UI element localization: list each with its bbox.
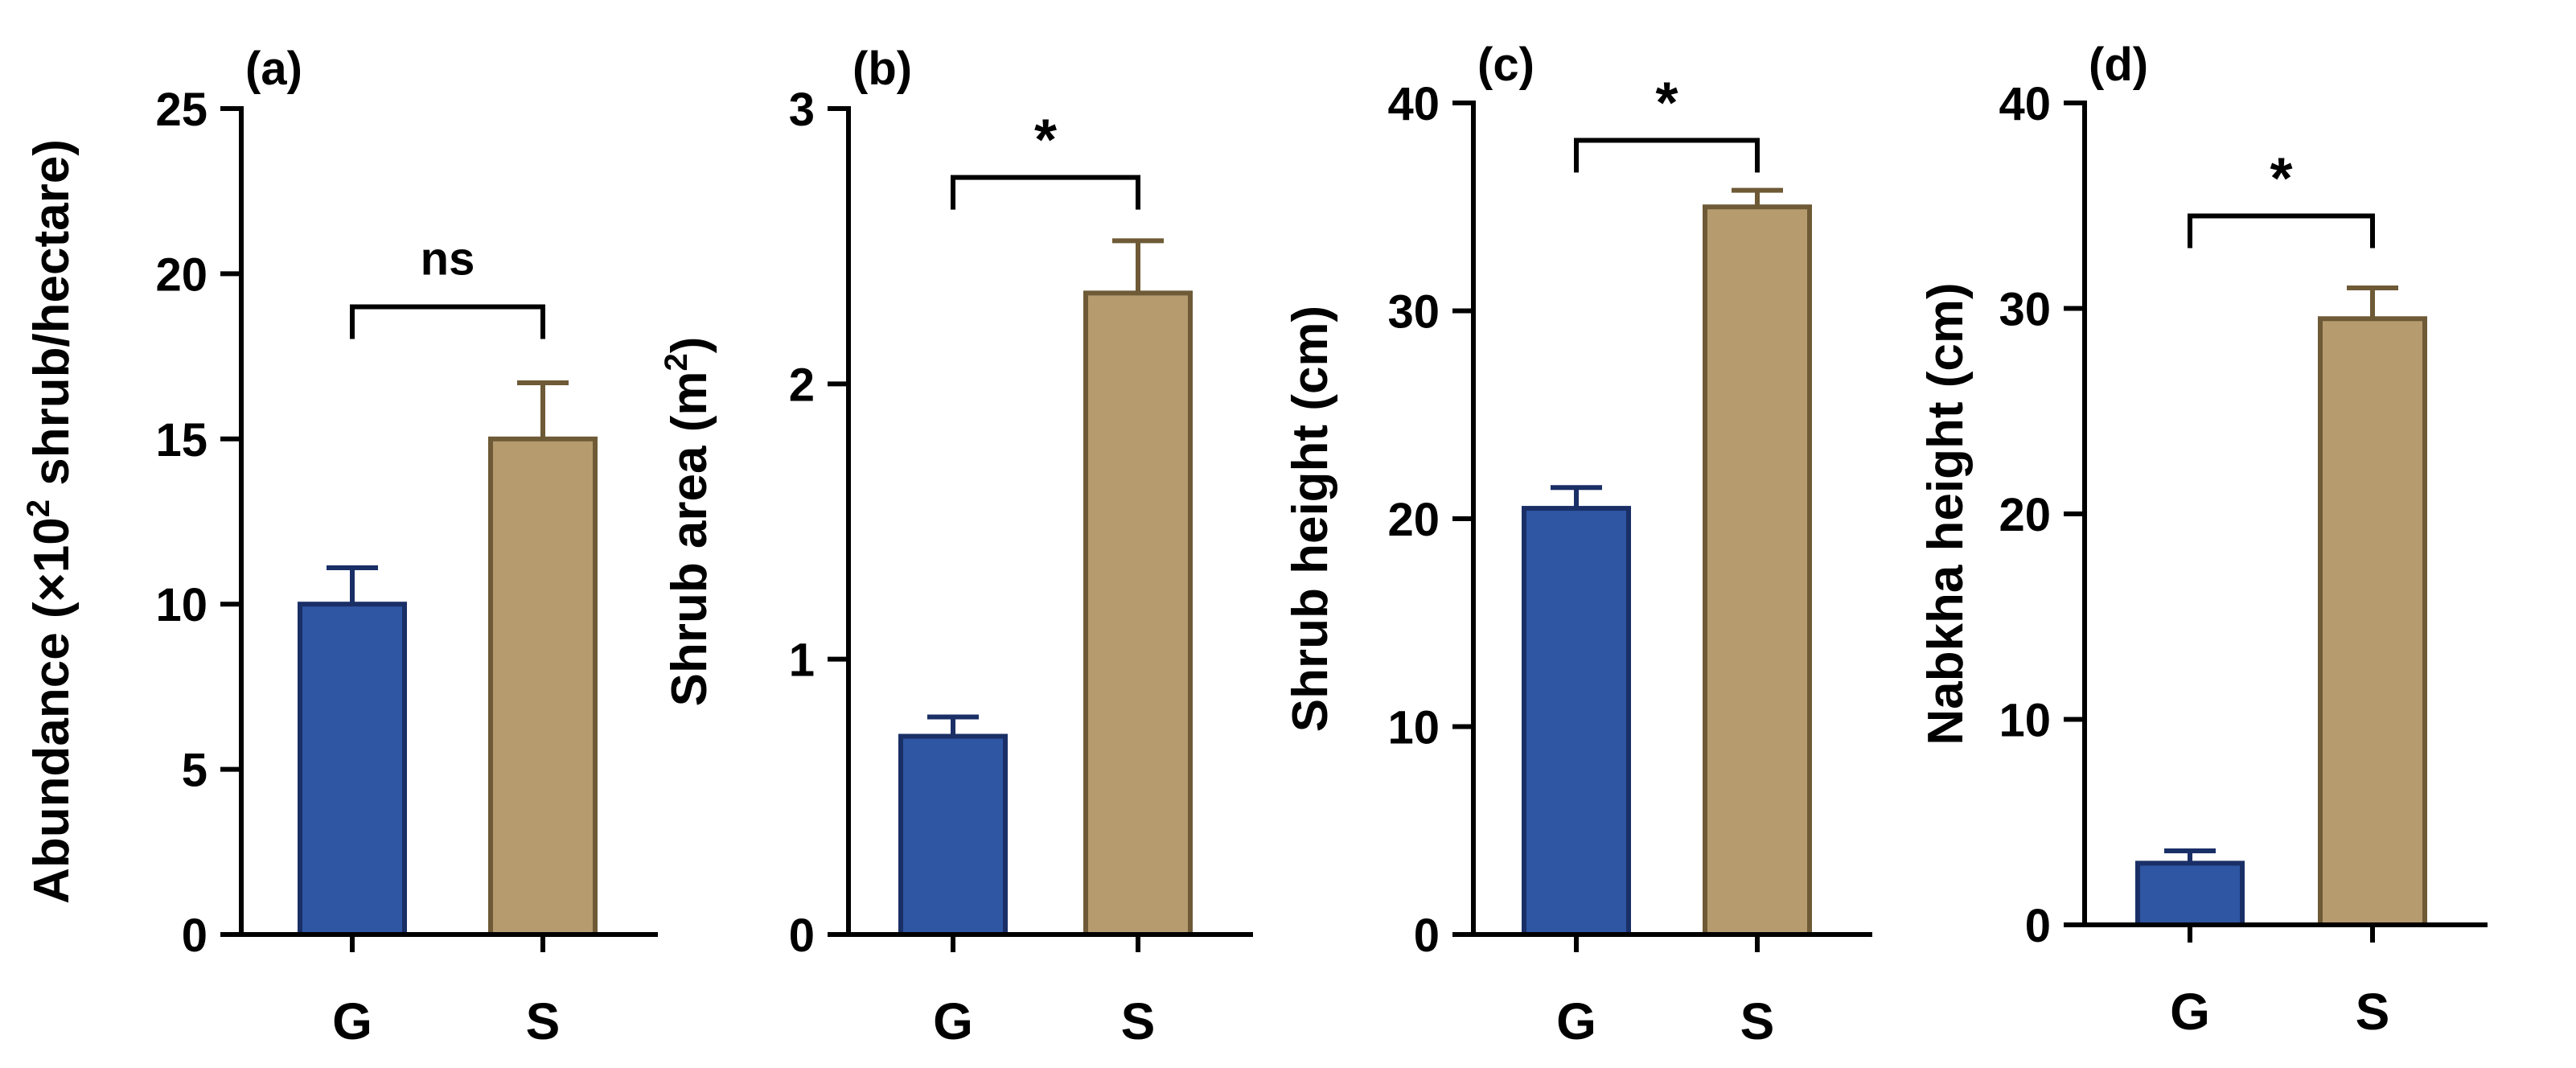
y-tick-label: 30 — [1999, 284, 2051, 336]
y-tick-label: 2 — [789, 359, 815, 411]
y-tick-label: 25 — [155, 84, 207, 136]
y-tick-label: 20 — [1999, 489, 2051, 541]
y-tick-label: 0 — [182, 910, 207, 962]
panel-label: (a) — [245, 43, 302, 95]
y-tick-label: 20 — [155, 249, 207, 301]
x-tick-label-S: S — [1740, 992, 1775, 1050]
panel-4: G S 0 10 20 30 40 Nabkha height (cm) (d) * — [1918, 39, 2488, 1041]
x-tick-label-G: G — [332, 992, 372, 1050]
y-axis-label: Abundance (×102 shrub/hectare) — [21, 139, 80, 904]
y-tick-label: 3 — [789, 84, 815, 136]
y-tick-label: 5 — [182, 745, 207, 797]
panel-label: (b) — [853, 43, 912, 95]
x-tick-label-G: G — [2170, 983, 2210, 1041]
bar-S — [488, 436, 598, 937]
bar-S — [1083, 290, 1193, 937]
y-tick-label: 10 — [1387, 702, 1440, 754]
significance-label: ns — [421, 232, 475, 285]
panel-2: G S 0 1 2 3 Shrub area (m2) (b) * — [659, 43, 1253, 1050]
significance-bracket — [951, 175, 1140, 210]
significance-bracket — [350, 304, 545, 339]
y-tick-label: 0 — [2025, 900, 2051, 952]
y-tick-label: 20 — [1387, 494, 1440, 546]
y-tick-label: 30 — [1387, 286, 1440, 339]
y-axis-label: Shrub area (m2) — [659, 337, 717, 707]
y-tick-label: 1 — [789, 635, 815, 687]
x-tick-label-S: S — [1121, 992, 1156, 1050]
panel-1: G S 0 5 10 15 20 25 Abundance (×102 shrub/hectar… — [21, 43, 658, 1050]
x-tick-label-S: S — [2356, 983, 2390, 1041]
y-tick-label: 0 — [789, 910, 815, 962]
y-tick-label: 40 — [1999, 78, 2051, 130]
bar-G — [2135, 861, 2245, 927]
y-tick-label: 10 — [1999, 695, 2051, 747]
bar-G — [898, 733, 1008, 938]
panel-3: G S 0 10 20 30 40 Shrub height (cm) (c) * — [1283, 39, 1872, 1050]
y-tick-label: 10 — [155, 579, 207, 631]
significance-label: * — [1034, 109, 1057, 173]
y-axis-label: Shrub height (cm) — [1283, 306, 1338, 732]
bar-G — [298, 602, 407, 937]
significance-bracket — [1574, 138, 1760, 173]
bar-S — [1703, 204, 1812, 937]
y-tick-label: 15 — [155, 414, 207, 466]
panel-label: (c) — [1477, 39, 1535, 91]
significance-bracket — [2188, 213, 2375, 249]
x-tick-label-S: S — [526, 992, 561, 1050]
significance-label: * — [2270, 147, 2292, 212]
y-axis-label: Nabkha height (cm) — [1918, 282, 1974, 745]
x-tick-label-G: G — [1556, 992, 1596, 1050]
y-tick-label: 0 — [1414, 910, 1440, 962]
y-tick-label: 40 — [1387, 78, 1440, 130]
x-tick-label-G: G — [933, 992, 973, 1050]
significance-label: * — [1655, 72, 1678, 136]
bar-S — [2318, 316, 2427, 927]
panel-label: (d) — [2089, 39, 2148, 91]
bar-G — [1522, 506, 1631, 937]
